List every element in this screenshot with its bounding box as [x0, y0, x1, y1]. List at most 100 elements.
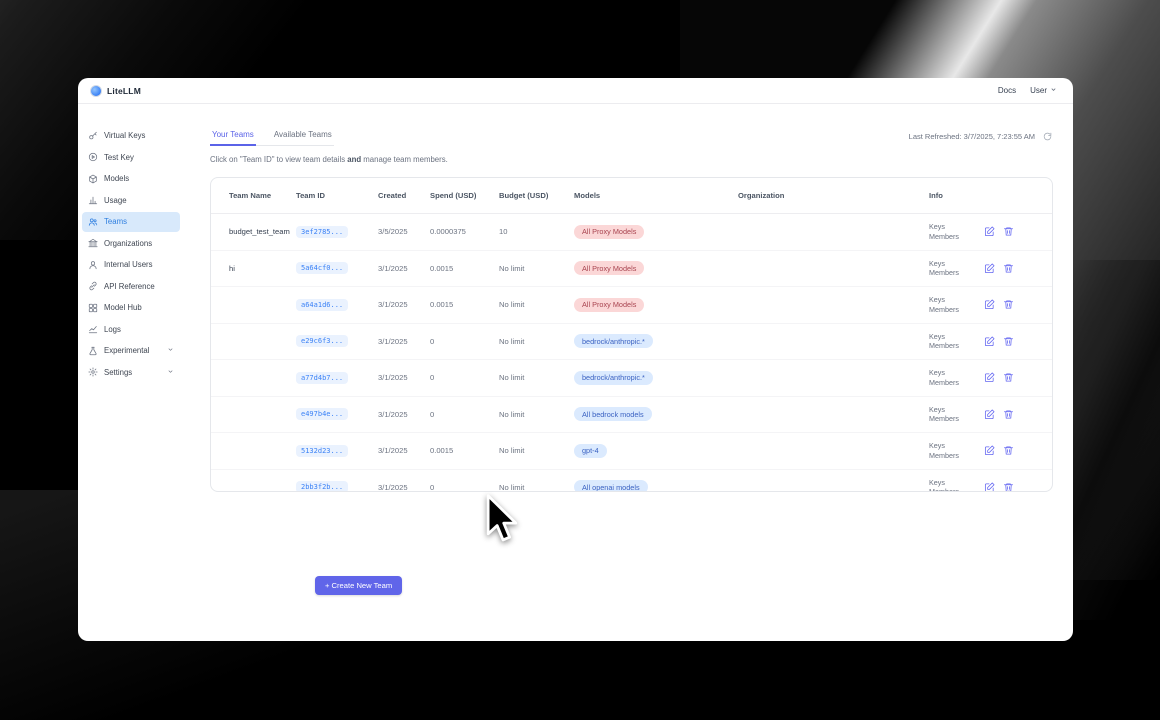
column-header: Organization	[738, 191, 785, 200]
edit-team-button[interactable]	[984, 299, 995, 310]
teams-table-card: Team Name Team ID Created Spend (USD) Budget…	[210, 177, 1053, 492]
bank-icon	[88, 238, 98, 248]
info-links: Keys Members	[929, 222, 984, 241]
tab-your-teams[interactable]: Your Teams	[210, 130, 256, 146]
created-cell: 3/1/2025	[378, 446, 408, 456]
column-header: Models	[574, 191, 601, 200]
info-link-keys[interactable]: Keys	[929, 368, 945, 378]
delete-team-button[interactable]	[1003, 482, 1014, 491]
edit-team-button[interactable]	[984, 336, 995, 347]
refresh-button[interactable]	[1041, 130, 1053, 142]
sidebar-item-virtual-keys[interactable]: Virtual Keys	[82, 126, 180, 146]
sidebar-item-api-reference[interactable]: API Reference	[82, 276, 180, 296]
docs-link[interactable]: Docs	[997, 86, 1017, 95]
team-id-link[interactable]: e497b4e...	[296, 408, 349, 421]
info-link-members[interactable]: Members	[929, 414, 959, 424]
info-link-keys[interactable]: Keys	[929, 331, 945, 341]
app-header: LiteLLM Docs User	[78, 78, 1073, 104]
delete-team-button[interactable]	[1003, 263, 1014, 274]
team-id-link[interactable]: a77d4b7...	[296, 371, 349, 384]
trash-icon	[1003, 300, 1014, 309]
page-description: Click on "Team ID" to view team details …	[210, 155, 1053, 164]
info-link-members[interactable]: Members	[929, 341, 959, 351]
spend-cell: 0.0000375	[430, 227, 466, 237]
delete-team-button[interactable]	[1003, 336, 1014, 347]
description-part2: manage team members.	[361, 155, 448, 164]
info-link-keys[interactable]: Keys	[929, 477, 945, 487]
team-id-link[interactable]: 3ef2785...	[296, 225, 349, 238]
table-row: budget_test_team 3ef2785... 3/5/2025 0.0…	[211, 214, 1052, 251]
info-links: Keys Members	[929, 259, 984, 278]
row-actions	[984, 445, 1052, 456]
delete-team-button[interactable]	[1003, 445, 1014, 456]
team-id-link[interactable]: e29c6f3...	[296, 335, 349, 348]
info-link-members[interactable]: Members	[929, 450, 959, 460]
delete-team-button[interactable]	[1003, 409, 1014, 420]
models-badge: bedrock/anthropic.*	[574, 370, 653, 385]
info-link-members[interactable]: Members	[929, 487, 959, 492]
sidebar-item-label: Organizations	[104, 238, 153, 248]
delete-team-button[interactable]	[1003, 372, 1014, 383]
sidebar-item-teams[interactable]: Teams	[82, 211, 180, 232]
team-id-link[interactable]: 2bb3f2b...	[296, 481, 349, 491]
info-link-members[interactable]: Members	[929, 268, 959, 278]
sidebar-item-usage[interactable]: Usage	[82, 190, 180, 210]
edit-team-button[interactable]	[984, 226, 995, 237]
sidebar-item-models[interactable]: Models	[82, 169, 180, 189]
team-id-link[interactable]: 5132d23...	[296, 444, 349, 457]
budget-cell: No limit	[499, 409, 525, 419]
tab-available-teams[interactable]: Available Teams	[273, 130, 332, 139]
info-link-keys[interactable]: Keys	[929, 258, 945, 268]
trash-icon	[1003, 373, 1014, 382]
models-badge: All Proxy Models	[574, 297, 645, 312]
budget-cell: No limit	[499, 263, 525, 273]
table-row: a77d4b7... 3/1/2025 0 No limit bedrock/a…	[211, 360, 1052, 397]
link-icon	[88, 281, 98, 291]
edit-team-button[interactable]	[984, 409, 995, 420]
sidebar-item-organizations[interactable]: Organizations	[82, 233, 180, 253]
delete-team-button[interactable]	[1003, 226, 1014, 237]
play-circle-icon	[88, 152, 98, 162]
pencil-icon	[984, 409, 995, 419]
info-links: Keys Members	[929, 332, 984, 351]
sidebar-item-experimental[interactable]: Experimental	[82, 341, 180, 361]
chevron-down-icon	[167, 346, 174, 355]
edit-team-button[interactable]	[984, 445, 995, 456]
sidebar-item-model-hub[interactable]: Model Hub	[82, 298, 180, 318]
info-link-keys[interactable]: Keys	[929, 441, 945, 451]
table-row: 2bb3f2b... 3/1/2025 0 No limit All opena…	[211, 470, 1052, 492]
chevron-down-icon	[167, 368, 174, 377]
info-link-keys[interactable]: Keys	[929, 222, 945, 232]
info-link-keys[interactable]: Keys	[929, 404, 945, 414]
user-menu[interactable]: User	[1030, 86, 1057, 95]
header-right: Docs User	[998, 86, 1057, 95]
team-id-link[interactable]: a64a1d6...	[296, 298, 349, 311]
key-icon	[88, 131, 98, 141]
sidebar-item-label: Model Hub	[104, 303, 142, 312]
refresh-icon	[1043, 132, 1051, 140]
spend-cell: 0.0015	[430, 263, 454, 273]
sidebar-item-logs[interactable]: Logs	[82, 319, 180, 339]
edit-team-button[interactable]	[984, 263, 995, 274]
create-new-team-button[interactable]: + Create New Team	[315, 576, 403, 595]
team-id-link[interactable]: 5a64cf0...	[296, 262, 349, 275]
main-content: Your Teams Available Teams Last Refreshed…	[184, 104, 1073, 641]
trash-icon	[1003, 446, 1014, 455]
edit-team-button[interactable]	[984, 372, 995, 383]
sidebar-item-internal-users[interactable]: Internal Users	[82, 255, 180, 275]
edit-team-button[interactable]	[984, 482, 995, 491]
app-window: LiteLLM Docs User Virtual Keys Test Key …	[78, 78, 1073, 641]
description-part1: Click on "Team ID" to view team details	[210, 155, 348, 164]
info-link-keys[interactable]: Keys	[929, 295, 945, 305]
info-link-members[interactable]: Members	[929, 304, 959, 314]
info-link-members[interactable]: Members	[929, 377, 959, 387]
budget-cell: No limit	[499, 482, 525, 492]
cube-icon	[88, 174, 98, 184]
info-link-members[interactable]: Members	[929, 231, 959, 241]
sidebar-item-settings[interactable]: Settings	[82, 362, 180, 382]
delete-team-button[interactable]	[1003, 299, 1014, 310]
pencil-icon	[984, 482, 995, 491]
sidebar-item-label: Virtual Keys	[104, 131, 146, 140]
row-actions	[984, 263, 1052, 274]
sidebar-item-test-key[interactable]: Test Key	[82, 147, 180, 167]
